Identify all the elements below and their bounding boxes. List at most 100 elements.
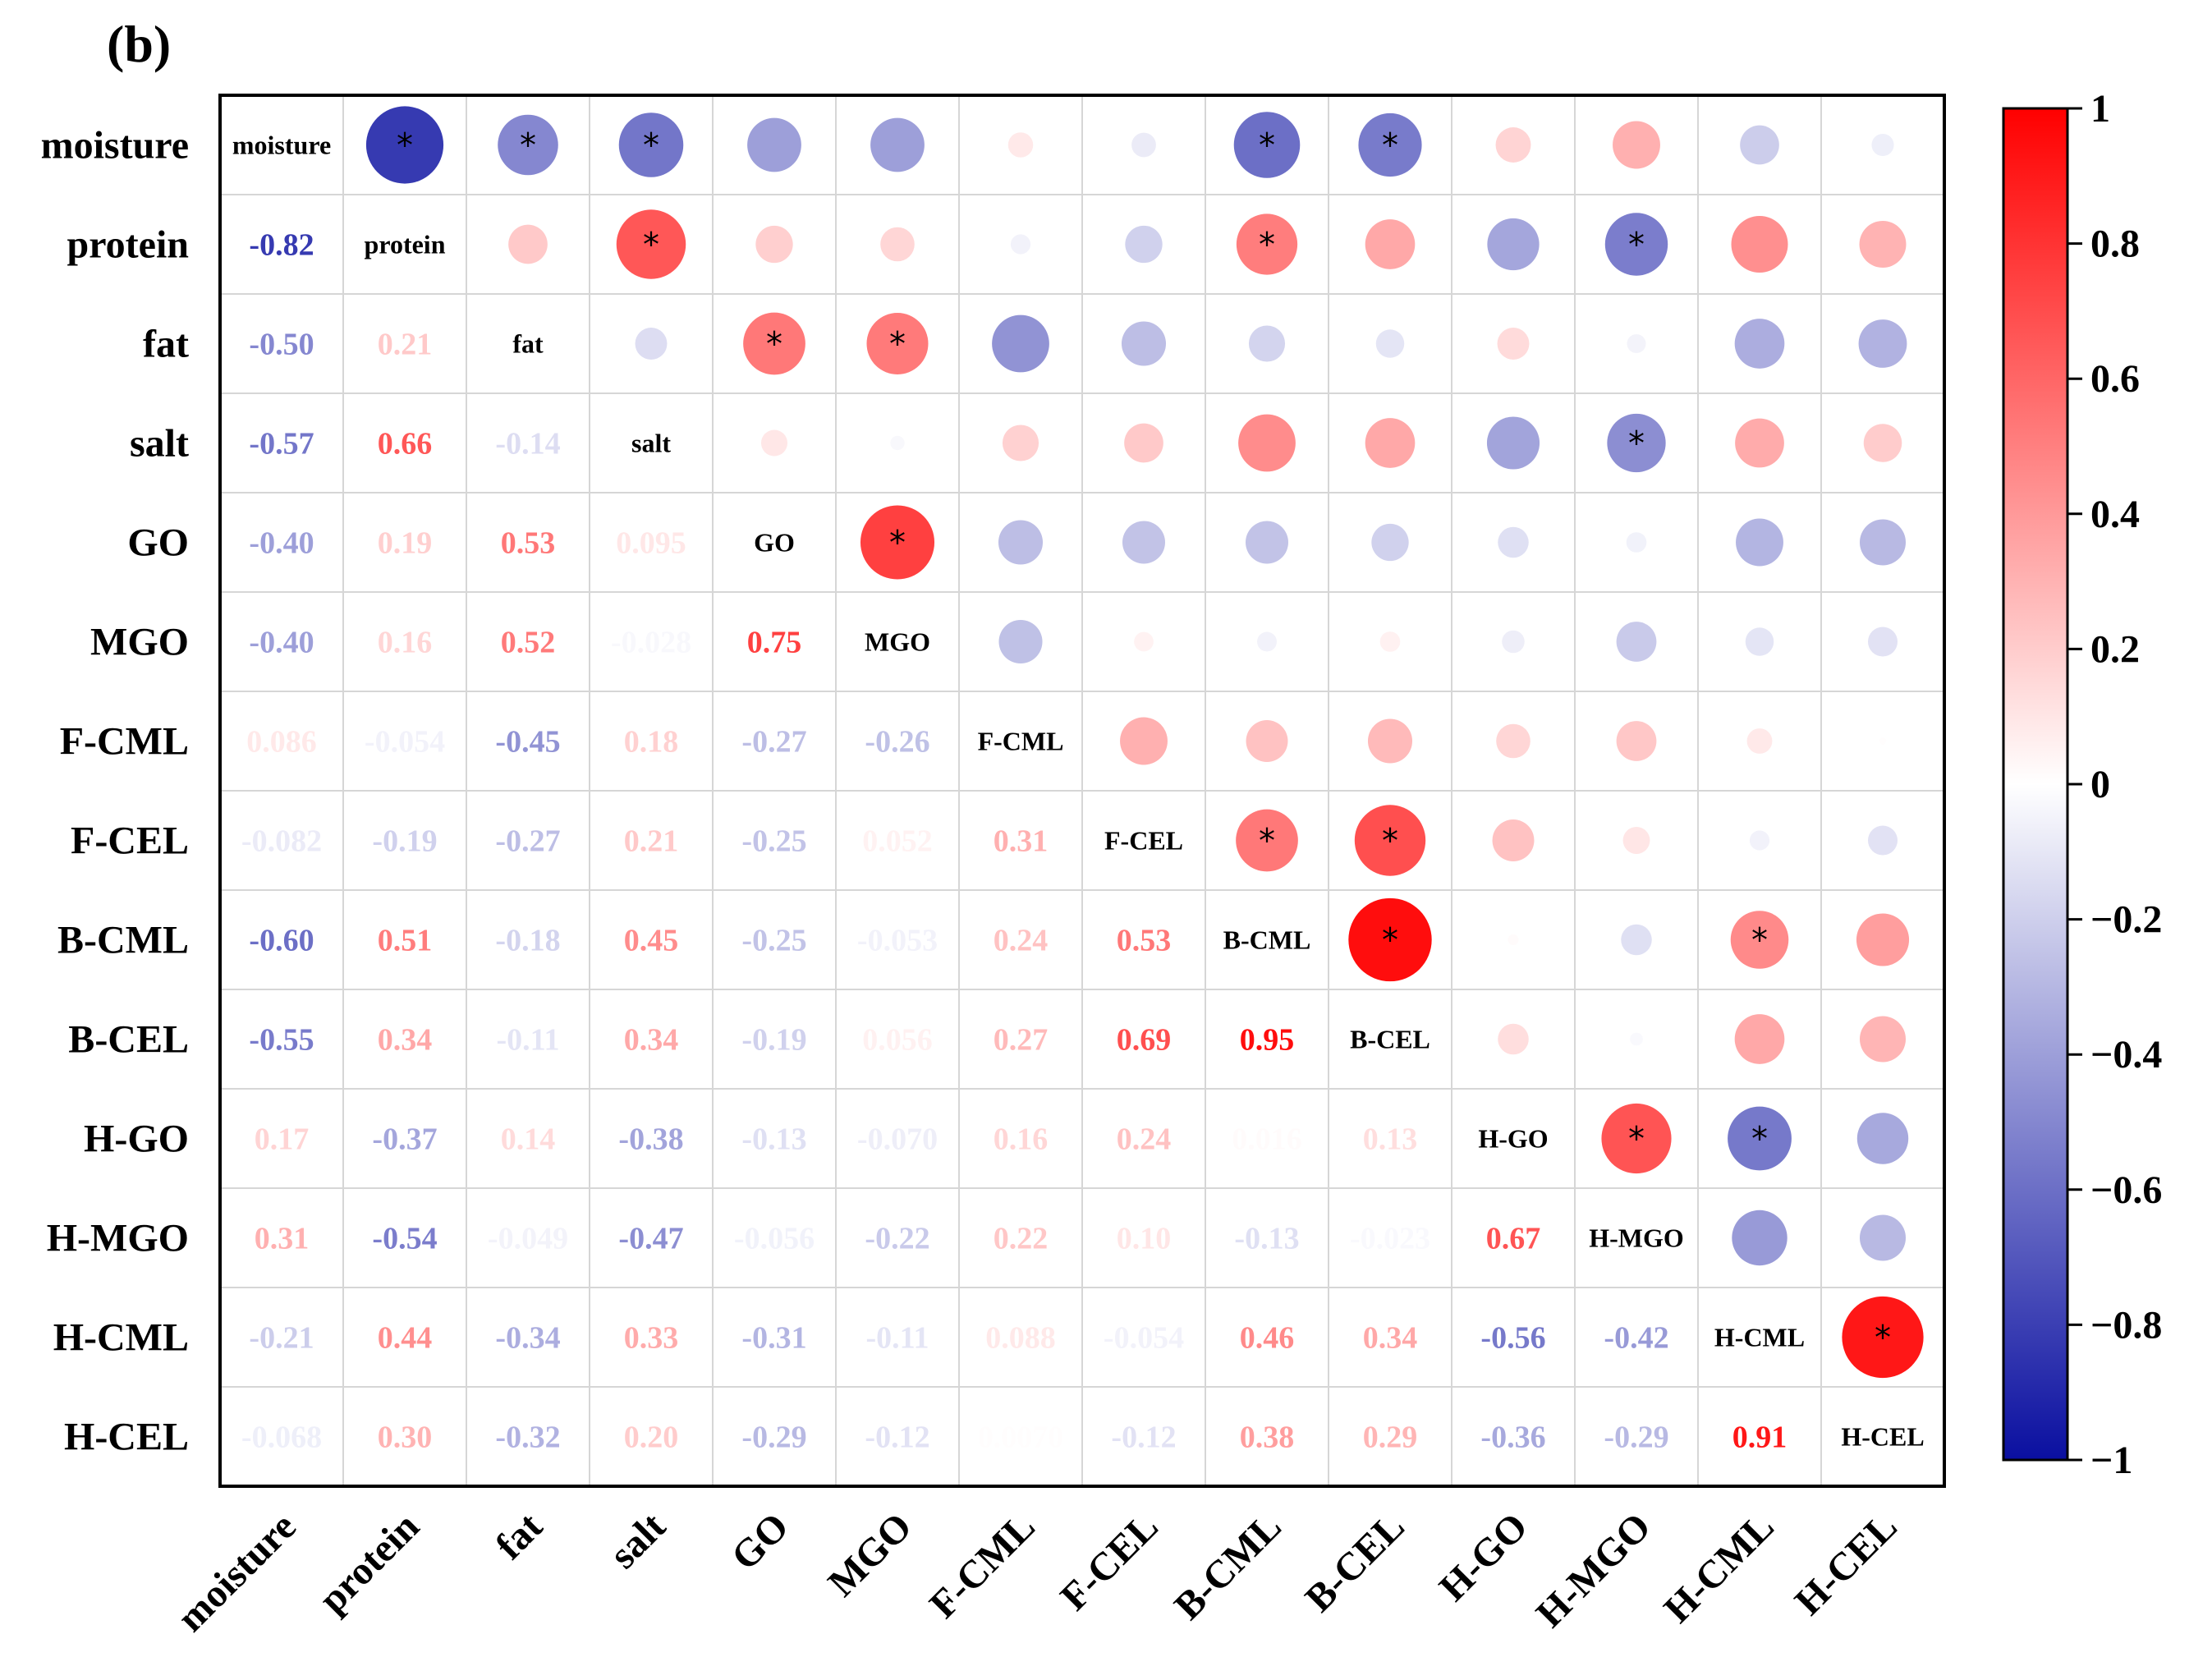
significance-star: * xyxy=(1382,823,1398,861)
corr-circle xyxy=(1238,414,1296,472)
significance-star: * xyxy=(889,525,906,562)
row-label-h-cml: H-CML xyxy=(53,1316,189,1360)
coef-label: 0.75 xyxy=(747,626,802,660)
corr-circle xyxy=(1496,723,1531,759)
row-label-moisture: moisture xyxy=(41,124,189,168)
significance-star: * xyxy=(520,127,536,165)
corr-circle xyxy=(1607,413,1666,473)
corr-circle xyxy=(1495,127,1531,163)
row-label-mgo: MGO xyxy=(90,621,189,664)
colorbar-tick-label: −0.8 xyxy=(2090,1303,2162,1347)
corr-circle xyxy=(1749,830,1770,851)
coef-label: 0.31 xyxy=(994,824,1049,859)
corr-circle xyxy=(1616,721,1657,761)
corr-circle xyxy=(1002,425,1039,461)
corr-circle xyxy=(1131,132,1156,158)
corr-circle xyxy=(1859,519,1907,566)
corr-circle xyxy=(1867,825,1898,856)
coef-label: 0.52 xyxy=(501,626,556,660)
col-label-h-cml: H-CML xyxy=(1655,1504,1782,1631)
coef-label: 0.21 xyxy=(624,824,679,859)
corr-circle xyxy=(1728,1106,1792,1171)
significance-star: * xyxy=(1259,127,1275,165)
coef-label: 0.17 xyxy=(255,1122,310,1157)
corr-circle xyxy=(1601,1103,1672,1174)
col-label-f-cel: F-CEL xyxy=(1052,1504,1166,1618)
col-label-b-cml: B-CML xyxy=(1166,1504,1290,1628)
corr-circle xyxy=(1859,221,1907,268)
row-label-f-cel: F-CEL xyxy=(71,819,189,863)
coef-label: -0.25 xyxy=(741,824,806,859)
colorbar-ticks: 1 0.8 0.6 0.4 0.2 0 −0.2 −0.4 −0.6 −0.8 −1 xyxy=(2067,87,2162,1482)
corr-circle xyxy=(1246,521,1288,564)
coef-label: -0.023 xyxy=(1350,1222,1430,1256)
corr-circle xyxy=(1125,225,1163,264)
col-label-h-cel: H-CEL xyxy=(1787,1504,1906,1623)
corr-circle xyxy=(747,117,801,172)
corr-circle xyxy=(1622,827,1650,854)
coef-label: 0.18 xyxy=(624,725,679,760)
diagonal-label-h-cml: H-CML xyxy=(1714,1323,1805,1352)
colorbar: 1 0.8 0.6 0.4 0.2 0 −0.2 −0.4 −0.6 −0.8 −1 xyxy=(2002,87,2162,1482)
coef-label: 0.53 xyxy=(501,526,556,561)
coef-label: -0.054 xyxy=(365,725,445,760)
corr-circle xyxy=(508,224,548,264)
coef-label: 0.10 xyxy=(1117,1222,1172,1256)
coef-label: 0.29 xyxy=(1363,1421,1418,1455)
row-label-protein: protein xyxy=(67,223,189,267)
significance-star: * xyxy=(1628,1121,1645,1159)
corr-circle xyxy=(1497,328,1530,360)
cells-layer: moisture * * * * * -0.82 protein * * * -0.50 0.21 fat… xyxy=(232,106,1925,1455)
colorbar-tick-label: 1 xyxy=(2090,87,2110,131)
coef-label: 0.67 xyxy=(1486,1222,1541,1256)
significance-star: * xyxy=(1382,127,1398,165)
coef-label: -0.45 xyxy=(495,725,560,760)
col-label-mgo: MGO xyxy=(819,1504,920,1604)
coef-label: 0.34 xyxy=(624,1023,679,1058)
coef-label: 0.14 xyxy=(501,1122,556,1157)
corr-circle xyxy=(616,209,686,279)
coef-label: -0.29 xyxy=(741,1421,806,1455)
corr-circle xyxy=(1871,133,1894,157)
row-label-h-go: H-GO xyxy=(84,1118,189,1161)
corr-circle xyxy=(1627,333,1646,354)
coef-label: -0.57 xyxy=(249,427,314,461)
coef-label: 0.30 xyxy=(378,1421,433,1455)
row-label-h-mgo: H-MGO xyxy=(47,1217,189,1260)
coef-label: -0.42 xyxy=(1604,1321,1668,1356)
col-label-b-cel: B-CEL xyxy=(1297,1504,1413,1620)
coef-label: 0.086 xyxy=(246,725,317,760)
coef-label: -0.82 xyxy=(249,228,314,263)
corr-circle xyxy=(1358,112,1422,177)
corr-circle xyxy=(860,505,935,580)
corr-circle xyxy=(1010,234,1031,255)
corr-circle xyxy=(1508,934,1519,946)
corr-circle xyxy=(1122,521,1165,564)
corr-circle xyxy=(1492,819,1535,861)
coef-label: -0.12 xyxy=(865,1421,929,1455)
coef-label: -0.37 xyxy=(372,1122,437,1157)
col-label-h-go: H-GO xyxy=(1431,1504,1536,1609)
significance-star: * xyxy=(1628,227,1645,264)
significance-star: * xyxy=(1382,922,1398,960)
diagonal-label-f-cml: F-CML xyxy=(978,727,1064,756)
colorbar-tick-label: −0.4 xyxy=(2090,1033,2162,1076)
corr-circle xyxy=(1856,1113,1909,1164)
corr-circle xyxy=(1246,720,1288,762)
coef-label: -0.26 xyxy=(865,725,929,760)
coef-label: 0.69 xyxy=(1117,1023,1172,1058)
corr-circle xyxy=(1613,121,1660,169)
corr-circle xyxy=(1863,424,1902,462)
coef-label: 0.24 xyxy=(994,924,1049,958)
corr-circle xyxy=(1233,112,1301,178)
significance-star: * xyxy=(1628,425,1645,463)
coef-label: -0.29 xyxy=(1604,1421,1668,1455)
coef-label: -0.31 xyxy=(741,1321,806,1356)
coef-label: 0.66 xyxy=(378,427,433,461)
corr-circle xyxy=(1134,631,1154,652)
corr-circle xyxy=(1856,913,1910,966)
col-label-salt: salt xyxy=(601,1504,673,1577)
coef-label: -0.55 xyxy=(249,1023,314,1058)
diagonal-label-protein: protein xyxy=(365,230,446,259)
